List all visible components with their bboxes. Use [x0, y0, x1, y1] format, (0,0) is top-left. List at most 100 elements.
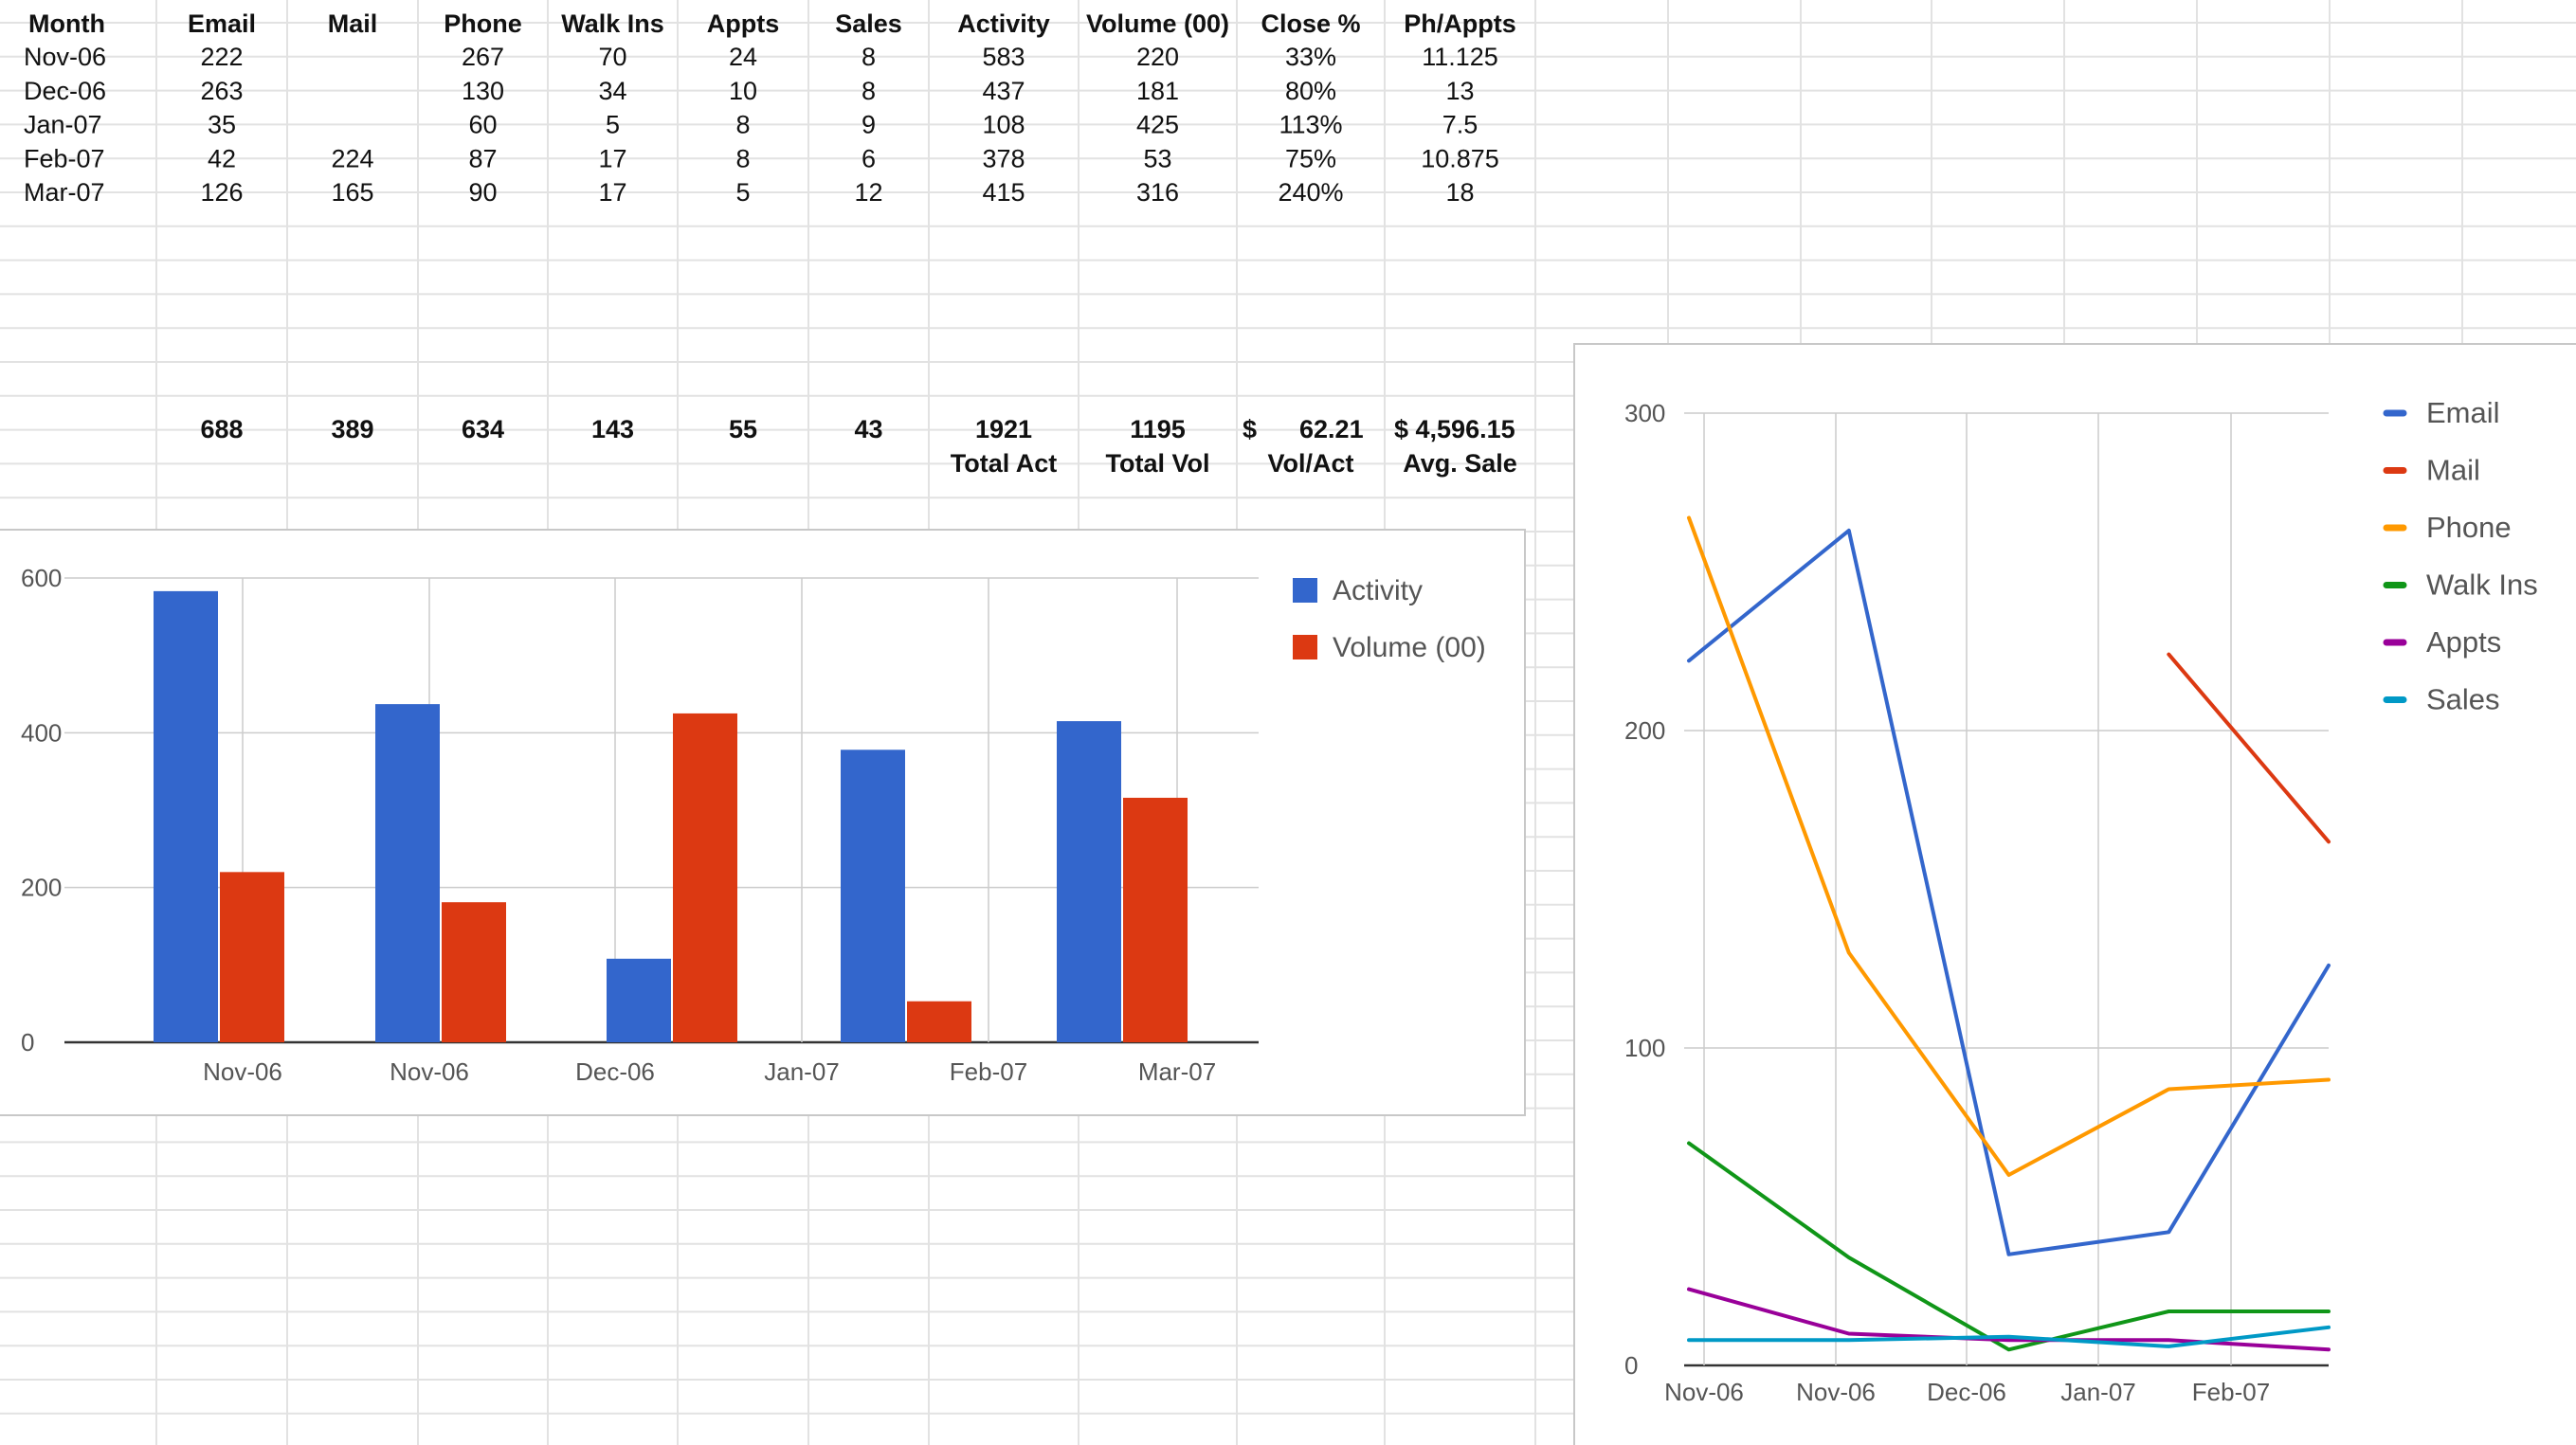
table-cell: 8: [862, 77, 876, 105]
table-cell: 7.5: [1442, 111, 1478, 139]
series-line[interactable]: [2167, 652, 2331, 844]
y-tick-label: 200: [21, 874, 62, 902]
bar-activity[interactable]: [375, 704, 440, 1042]
table-cell: 60: [468, 111, 497, 139]
x-tick-label: Jan-07: [764, 1057, 840, 1086]
header-cell: Mail: [328, 9, 378, 38]
table-cell: 8: [735, 111, 750, 139]
x-tick-label: Nov-06: [203, 1057, 282, 1086]
table-cell: 8: [735, 144, 750, 172]
legend-label[interactable]: Walk Ins: [2426, 569, 2538, 602]
legend-label[interactable]: Activity: [1333, 575, 1423, 606]
table-cell: 24: [729, 43, 757, 71]
table-cell: 263: [200, 77, 243, 105]
header-cell: Email: [188, 9, 256, 38]
bar-activity[interactable]: [154, 590, 218, 1042]
x-tick-label: Jan-07: [2060, 1378, 2136, 1406]
table-cell: 5: [735, 178, 750, 207]
table-cell: Nov-06: [24, 43, 106, 71]
table-cell: 378: [982, 144, 1025, 172]
header-cell: Close %: [1261, 9, 1360, 38]
table-cell: 17: [598, 178, 626, 207]
totals-label: Vol/Act: [1267, 449, 1353, 478]
table-cell: 33%: [1285, 43, 1336, 71]
header-cell: Volume (00): [1086, 9, 1229, 38]
y-tick-label: 300: [1624, 399, 1665, 427]
y-tick-label: 400: [21, 718, 62, 747]
activity-volume-bar-chart[interactable]: 0 200 400 600 Nov-06 Nov-06 Dec-06 Jan-07 Feb-07…: [0, 529, 1526, 1116]
totals-cell: 55: [729, 415, 757, 443]
table-cell: 6: [862, 144, 876, 172]
bar-volume[interactable]: [907, 1001, 971, 1042]
table-cell: 316: [1136, 178, 1179, 207]
totals-cell: 143: [591, 415, 634, 443]
totals-cell: 389: [331, 415, 373, 443]
totals-label: Total Act: [951, 449, 1058, 478]
legend-swatch: [1293, 635, 1317, 659]
bar-volume[interactable]: [220, 872, 284, 1042]
table-cell: Jan-07: [24, 111, 102, 139]
totals-cell: 1195: [1130, 415, 1186, 443]
table-cell: Feb-07: [24, 144, 105, 172]
table-cell: 437: [982, 77, 1025, 105]
legend-label[interactable]: Sales: [2426, 683, 2500, 716]
legend-label[interactable]: Phone: [2426, 511, 2512, 544]
y-tick-label: 0: [1624, 1351, 1638, 1380]
legend-label[interactable]: Appts: [2426, 625, 2501, 659]
header-cell: Phone: [444, 9, 522, 38]
table-cell: 17: [598, 144, 626, 172]
y-tick-label: 0: [21, 1028, 34, 1057]
header-cell: Sales: [835, 9, 902, 38]
series-line[interactable]: [1687, 528, 2331, 1256]
channel-line-chart[interactable]: 0 100 200 300 Nov-06 Nov-06 Dec-06 Jan-07 Feb-07…: [1573, 343, 2576, 1445]
table-cell: 240%: [1278, 178, 1343, 207]
table-cell: 222: [200, 43, 243, 71]
table-cell: 8: [862, 43, 876, 71]
table-cell: 10: [729, 77, 757, 105]
series-line[interactable]: [1687, 1141, 2331, 1352]
legend-label[interactable]: Mail: [2426, 454, 2480, 487]
table-cell: 11.125: [1422, 43, 1498, 71]
table-cell: 75%: [1285, 144, 1336, 172]
series-line[interactable]: [1687, 1287, 2331, 1352]
x-tick-label: Feb-07: [2192, 1378, 2270, 1406]
table-cell: 126: [200, 178, 243, 207]
table-cell: 9: [862, 111, 876, 139]
table-cell: 5: [606, 111, 620, 139]
table-cell: Dec-06: [24, 77, 106, 105]
header-cell: Ph/Appts: [1404, 9, 1516, 38]
x-tick-label: Dec-06: [1927, 1378, 2006, 1406]
bar-volume[interactable]: [673, 713, 737, 1042]
x-tick-label: Nov-06: [1796, 1378, 1876, 1406]
legend-swatch: [1293, 578, 1317, 603]
totals-cell: 634: [462, 415, 504, 443]
bar-activity[interactable]: [607, 958, 671, 1042]
table-cell: 70: [598, 43, 626, 71]
x-tick-label: Feb-07: [950, 1057, 1027, 1086]
x-tick-label: Nov-06: [390, 1057, 469, 1086]
header-cell: Month: [28, 9, 105, 38]
table-cell: 130: [462, 77, 504, 105]
bar-activity[interactable]: [841, 750, 905, 1042]
table-cell: 42: [208, 144, 236, 172]
bar-volume[interactable]: [442, 902, 506, 1042]
x-tick-label: Dec-06: [575, 1057, 655, 1086]
series-line[interactable]: [1687, 515, 2331, 1177]
x-tick-label: Nov-06: [1664, 1378, 1744, 1406]
bar-volume[interactable]: [1123, 797, 1188, 1042]
table-cell: 53: [1143, 144, 1171, 172]
bar-activity[interactable]: [1057, 721, 1121, 1042]
table-cell: 415: [982, 178, 1025, 207]
series-line[interactable]: [1687, 1325, 2331, 1348]
table-cell: 13: [1445, 77, 1474, 105]
legend-label[interactable]: Volume (00): [1333, 632, 1486, 663]
table-cell: 220: [1136, 43, 1179, 71]
legend-label[interactable]: Email: [2426, 396, 2500, 429]
totals-cell: 43: [854, 415, 882, 443]
header-cell: Walk Ins: [561, 9, 664, 38]
table-cell: 10.875: [1421, 144, 1499, 172]
table-cell: 108: [982, 111, 1025, 139]
table-cell: 583: [982, 43, 1025, 71]
table-cell: 34: [598, 77, 626, 105]
